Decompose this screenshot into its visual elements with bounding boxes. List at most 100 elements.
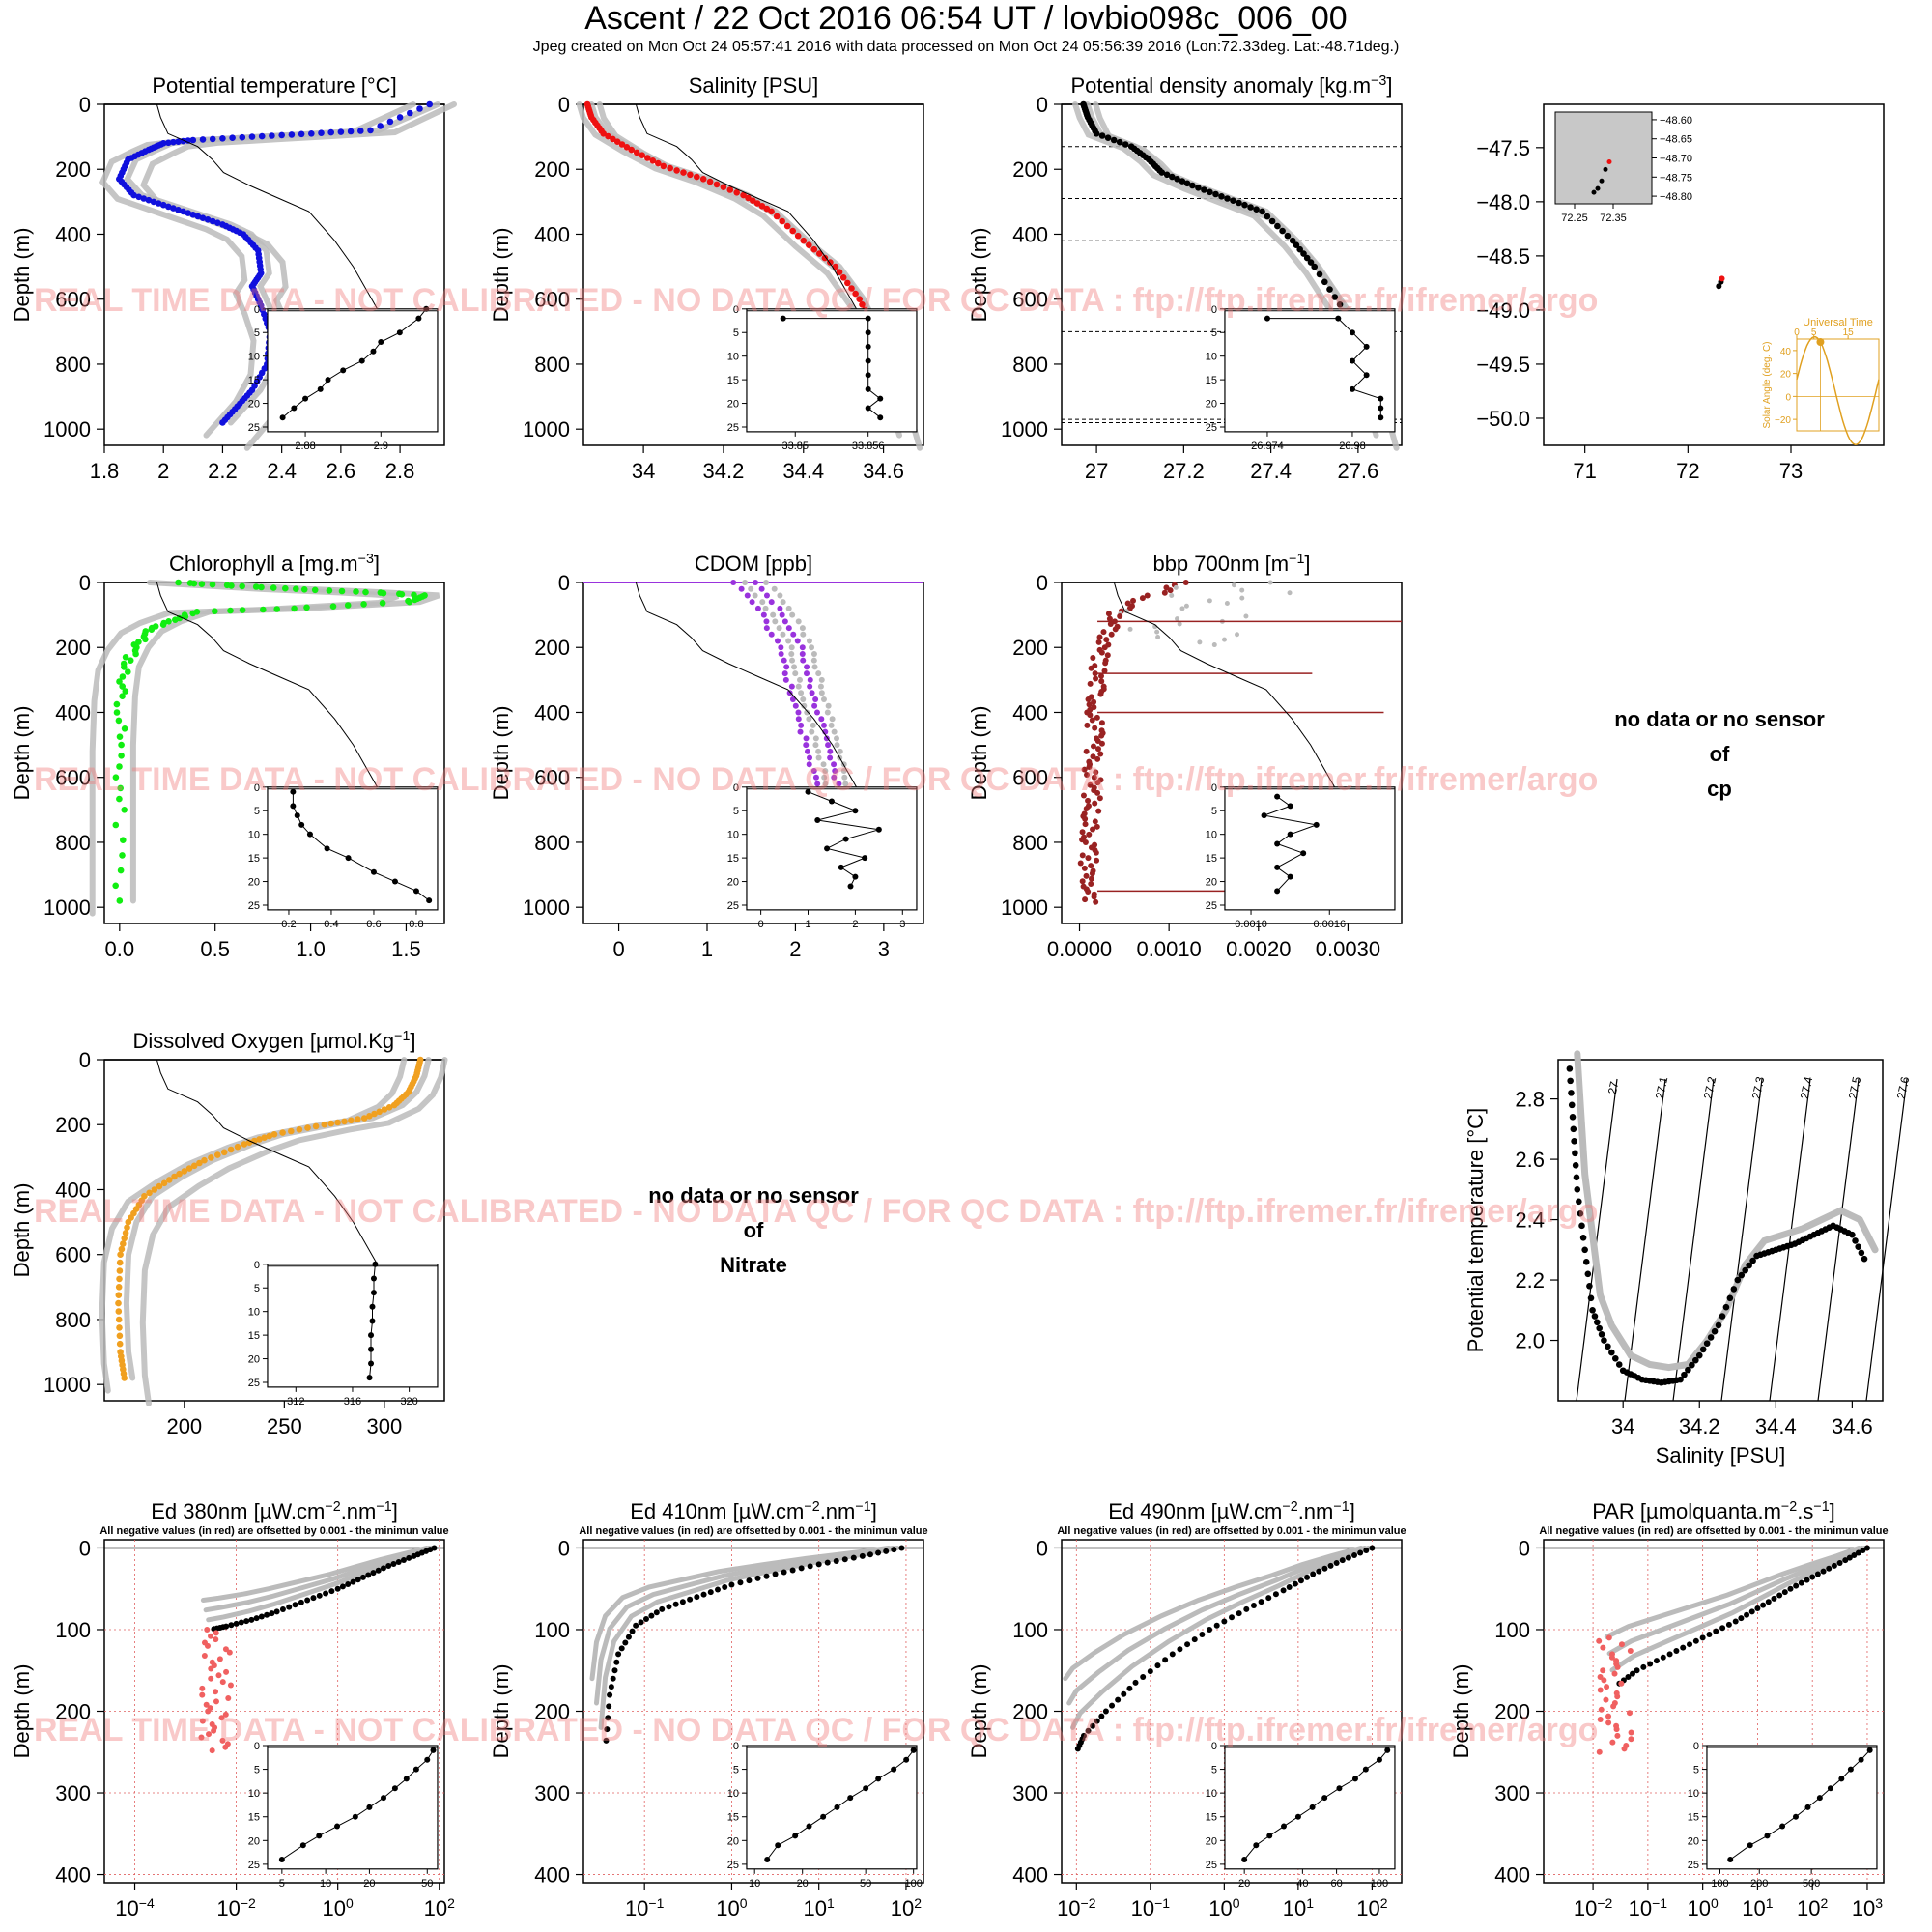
data-point bbox=[243, 1618, 250, 1625]
y-tick-label: 800 bbox=[55, 831, 91, 855]
x-tick-label: 71 bbox=[1573, 459, 1596, 483]
data-point bbox=[1771, 1595, 1777, 1602]
ts-point bbox=[1730, 1286, 1738, 1293]
inset-y-tick-label: 5 bbox=[1693, 1765, 1699, 1776]
data-point bbox=[763, 625, 770, 632]
inset-point bbox=[316, 1833, 323, 1839]
data-point bbox=[328, 1588, 335, 1595]
data-point bbox=[323, 1590, 329, 1597]
y-tick-label: 600 bbox=[534, 766, 570, 790]
data-point bbox=[385, 1104, 393, 1111]
data-point bbox=[248, 133, 256, 140]
data-point bbox=[116, 1259, 124, 1266]
data-point bbox=[883, 1548, 890, 1554]
negative-value-point bbox=[1601, 1677, 1607, 1684]
data-point bbox=[801, 702, 808, 709]
data-point bbox=[1082, 896, 1089, 903]
y-tick-label: 400 bbox=[1012, 1863, 1048, 1888]
data-point bbox=[1084, 722, 1091, 728]
data-point bbox=[699, 176, 707, 183]
data-point bbox=[818, 716, 825, 723]
y-tick-label: 300 bbox=[534, 1781, 570, 1805]
reference-ts bbox=[1574, 1050, 1879, 1372]
x-tick-label: 100 bbox=[323, 1895, 354, 1920]
negative-value-point bbox=[222, 1646, 229, 1653]
inset-y-tick-label: 25 bbox=[1688, 1860, 1699, 1871]
data-point bbox=[1259, 208, 1265, 215]
data-point bbox=[694, 173, 700, 181]
data-point bbox=[116, 1275, 123, 1283]
ts-point bbox=[1861, 1255, 1868, 1263]
y-tick-label: 0 bbox=[558, 1536, 570, 1560]
data-point bbox=[610, 135, 616, 143]
data-point bbox=[841, 1556, 848, 1563]
inset-point bbox=[806, 1823, 812, 1830]
solar-marker bbox=[1816, 338, 1825, 347]
data-point bbox=[234, 1143, 242, 1151]
inset-point bbox=[805, 788, 811, 795]
x-tick-exponent: 3 bbox=[1875, 1895, 1883, 1911]
ts-point bbox=[1598, 1330, 1605, 1338]
data-point bbox=[116, 733, 124, 740]
data-point bbox=[113, 709, 121, 716]
inset-y-tick-label: 20 bbox=[727, 399, 739, 411]
data-point bbox=[1331, 294, 1339, 300]
negative-value-point bbox=[215, 1672, 222, 1679]
data-point bbox=[1094, 780, 1101, 786]
data-point bbox=[1093, 130, 1100, 137]
data-point bbox=[1236, 1610, 1242, 1617]
data-point bbox=[1090, 654, 1096, 661]
data-point bbox=[831, 728, 838, 735]
ts-point bbox=[1584, 1270, 1592, 1278]
data-point bbox=[781, 670, 788, 677]
data-point bbox=[366, 1113, 373, 1120]
y-tick-label: 200 bbox=[534, 1700, 570, 1724]
data-point bbox=[288, 1127, 295, 1135]
data-point bbox=[789, 611, 796, 618]
data-point bbox=[1092, 724, 1098, 731]
title-part: .nm bbox=[1298, 1499, 1334, 1523]
data-point bbox=[1088, 665, 1094, 671]
data-point bbox=[334, 1119, 341, 1126]
data-point bbox=[326, 587, 333, 594]
negative-value-point bbox=[218, 1715, 225, 1721]
negative-value-point bbox=[211, 1727, 217, 1734]
ts-point bbox=[1594, 1319, 1601, 1326]
inset-y-tick-label: 25 bbox=[1206, 1860, 1217, 1871]
data-point bbox=[605, 1715, 611, 1721]
inset-x-tick-label: 26.98 bbox=[1339, 440, 1366, 452]
data-point bbox=[834, 742, 840, 749]
inset-point bbox=[294, 812, 300, 819]
data-point bbox=[780, 631, 786, 638]
data-point bbox=[770, 611, 777, 618]
data-point bbox=[842, 781, 849, 787]
solar-x-tick-label: 15 bbox=[1843, 327, 1855, 338]
inset-y-tick-label: 15 bbox=[248, 853, 260, 865]
data-point bbox=[172, 616, 179, 623]
data-point bbox=[768, 208, 775, 215]
solar-y-tick-label: 40 bbox=[1780, 347, 1792, 357]
density-reference-line bbox=[156, 1059, 413, 1378]
data-point bbox=[771, 585, 778, 592]
x-tick-label: 2.2 bbox=[208, 459, 238, 483]
y-tick-label: 600 bbox=[1012, 288, 1048, 312]
data-point bbox=[1091, 894, 1097, 900]
data-point bbox=[300, 586, 308, 593]
reference-profile bbox=[1070, 1546, 1372, 1730]
inset-x-tick-label: 100 bbox=[1711, 1878, 1728, 1889]
y-tick-label: 200 bbox=[55, 636, 91, 660]
data-point bbox=[773, 213, 781, 220]
data-point bbox=[1855, 1549, 1861, 1556]
negative-value-point bbox=[1627, 1647, 1634, 1654]
data-point bbox=[130, 191, 137, 199]
data-point bbox=[1082, 838, 1089, 845]
negative-value-point bbox=[199, 1691, 206, 1698]
data-point bbox=[1284, 232, 1292, 240]
inset-point bbox=[1261, 812, 1267, 819]
y-tick-label: 0 bbox=[79, 93, 91, 117]
solar-title: Universal Time bbox=[1803, 317, 1873, 328]
data-point bbox=[380, 1565, 386, 1572]
inset-point bbox=[792, 1833, 799, 1839]
ts-point bbox=[1568, 1101, 1576, 1109]
x-tick-label: 34.6 bbox=[1832, 1414, 1873, 1438]
